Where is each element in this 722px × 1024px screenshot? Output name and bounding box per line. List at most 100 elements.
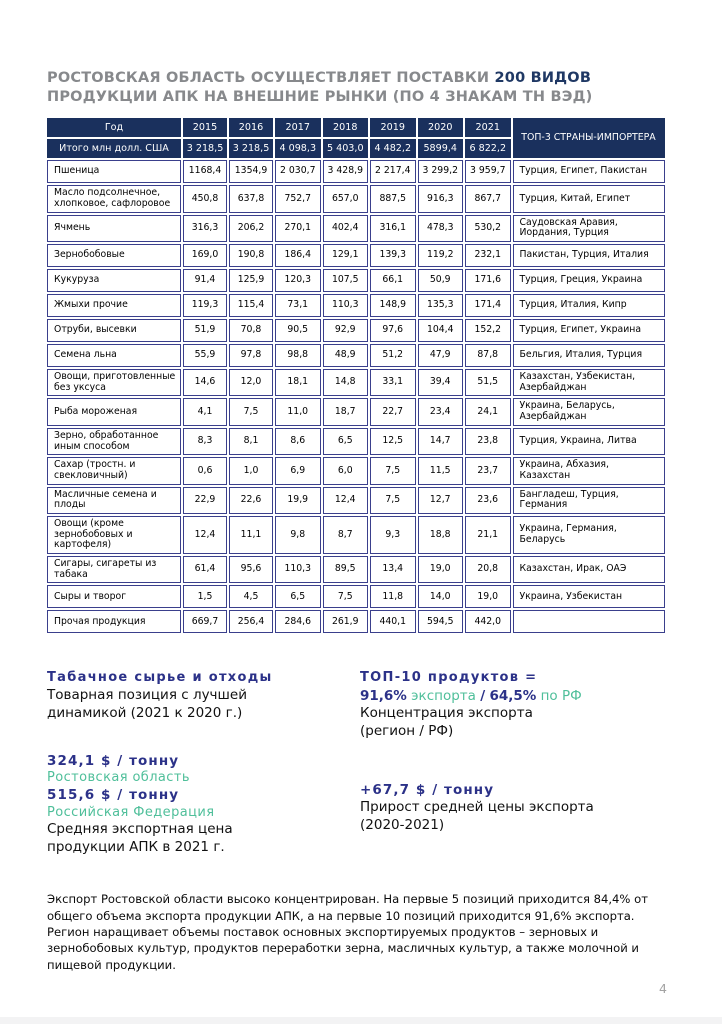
value-cell: 22,7	[370, 398, 416, 426]
value-cell: 1354,9	[229, 160, 273, 184]
value-cell: 66,1	[370, 269, 416, 293]
value-cell: 89,5	[322, 556, 368, 584]
value-cell: 8,3	[183, 427, 227, 456]
stats-column-left: Табачное сырье и отходы Товарная позиция…	[47, 669, 360, 857]
table-header-row-years: Год 2015 2016 2017 2018 2019 2020 2021 Т…	[47, 118, 665, 159]
year-cell: 2019	[370, 118, 416, 138]
total-cell: 3 218,5	[229, 139, 273, 159]
total-cell: 5899,4	[417, 139, 463, 159]
value-cell: 21,1	[465, 515, 511, 554]
value-cell: 97,8	[229, 344, 273, 368]
value-cell: 110,3	[322, 294, 368, 318]
product-name-cell: Масличные семена и плоды	[47, 486, 181, 514]
value-cell: 152,2	[465, 319, 511, 343]
value-cell: 8,7	[322, 515, 368, 554]
value-cell: 90,5	[275, 319, 321, 343]
value-cell: 3 959,7	[465, 160, 511, 184]
tobacco-stat-body: Товарная позиция с лучшей динамикой (202…	[47, 686, 247, 721]
year-cell: 2017	[275, 118, 321, 138]
value-cell: 139,3	[370, 244, 416, 268]
topten-caption: Концентрация экспорта (регион / РФ)	[360, 705, 533, 739]
value-cell: 11,5	[417, 457, 463, 485]
product-name-cell: Ячмень	[47, 214, 181, 243]
page-title-gray-part: РОСТОВСКАЯ ОБЛАСТЬ ОСУЩЕСТВЛЯЕТ ПОСТАВКИ	[47, 70, 495, 86]
table-row: Сигары, сигареты из табака 61,4 95,6 110,3 8…	[47, 556, 665, 584]
value-cell: 6,5	[275, 585, 321, 609]
year-cell: 2021	[465, 118, 511, 138]
value-cell: 135,3	[417, 294, 463, 318]
value-cell: 22,6	[229, 486, 273, 514]
value-cell: 33,1	[370, 369, 416, 397]
product-name-cell: Сыры и творог	[47, 585, 181, 609]
value-cell: 19,0	[417, 556, 463, 584]
product-name-cell: Отруби, высевки	[47, 319, 181, 343]
value-cell: 13,4	[370, 556, 416, 584]
topten-stat-line: 91,6% экспорта / 64,5% по РФ	[360, 687, 677, 705]
value-cell: 2 217,4	[370, 160, 416, 184]
tobacco-stat-head: Табачное сырье и отходы	[47, 670, 273, 686]
value-cell: 7,5	[229, 398, 273, 426]
value-cell: 23,4	[417, 398, 463, 426]
value-cell: 14,8	[322, 369, 368, 397]
value-cell: 18,7	[322, 398, 368, 426]
table-row: Зерно, обработанное иным способом 8,3 8,1 8…	[47, 427, 665, 456]
value-cell: 104,4	[417, 319, 463, 343]
value-cell: 11,0	[275, 398, 321, 426]
table-row: Масличные семена и плоды 22,9 22,6 19,9 12,4…	[47, 486, 665, 514]
value-cell: 190,8	[229, 244, 273, 268]
product-name-cell: Сигары, сигареты из табака	[47, 556, 181, 584]
value-cell: 6,0	[322, 457, 368, 485]
price-rf-label: Российская Федерация	[47, 804, 215, 820]
value-cell: 107,5	[322, 269, 368, 293]
value-cell: 0,6	[183, 457, 227, 485]
year-cell: 2018	[322, 118, 368, 138]
page-title-accent: 200 ВИДОВ	[494, 70, 592, 86]
total-cell: 5 403,0	[322, 139, 368, 159]
table-row: Сыры и творог 1,5 4,5 6,5 7,5 11,8 14,0 19,0 Укр…	[47, 585, 665, 609]
value-cell: 169,0	[183, 244, 227, 268]
year-cell: 2016	[229, 118, 273, 138]
table-header: Год 2015 2016 2017 2018 2019 2020 2021 Т…	[47, 118, 665, 159]
year-label-cell: Год	[47, 118, 181, 138]
value-cell: 530,2	[465, 214, 511, 243]
value-cell: 4,1	[183, 398, 227, 426]
value-cell: 232,1	[465, 244, 511, 268]
value-cell: 256,4	[229, 610, 273, 634]
value-cell: 7,5	[322, 585, 368, 609]
value-cell: 316,3	[183, 214, 227, 243]
value-cell: 284,6	[275, 610, 321, 634]
value-cell: 55,9	[183, 344, 227, 368]
value-cell: 9,3	[370, 515, 416, 554]
product-name-cell: Кукуруза	[47, 269, 181, 293]
table-row: Ячмень 316,3 206,2 270,1 402,4 316,1 478,3 530,…	[47, 214, 665, 243]
topten-pct-region: 91,6%	[360, 687, 407, 704]
table-row: Овощи, приготовленные без уксуса 14,6 12,0…	[47, 369, 665, 397]
product-name-cell: Жмыхи прочие	[47, 294, 181, 318]
value-cell: 95,6	[229, 556, 273, 584]
value-cell: 119,2	[417, 244, 463, 268]
table-body: Пшеница 1168,4 1354,9 2 030,7 3 428,9 2 217,4…	[47, 160, 665, 634]
value-cell: 73,1	[275, 294, 321, 318]
value-cell: 3 428,9	[322, 160, 368, 184]
value-cell: 61,4	[183, 556, 227, 584]
value-cell: 867,7	[465, 185, 511, 213]
top3-countries-cell: Турция, Египет, Украина	[512, 319, 665, 343]
value-cell: 637,8	[229, 185, 273, 213]
value-cell: 51,9	[183, 319, 227, 343]
value-cell: 6,5	[322, 427, 368, 456]
value-cell: 14,7	[417, 427, 463, 456]
top3-countries-cell: Украина, Узбекистан	[512, 585, 665, 609]
price-caption: Средняя экспортная цена продукции АПК в …	[47, 821, 233, 856]
total-cell: 4 098,3	[275, 139, 321, 159]
top3-countries-cell: Украина, Беларусь, Азербайджан	[512, 398, 665, 426]
value-cell: 206,2	[229, 214, 273, 243]
value-cell: 6,9	[275, 457, 321, 485]
value-cell: 87,8	[465, 344, 511, 368]
value-cell: 14,6	[183, 369, 227, 397]
value-cell: 8,6	[275, 427, 321, 456]
top3-countries-cell: Турция, Египет, Пакистан	[512, 160, 665, 184]
top3-countries-cell: Казахстан, Узбекистан, Азербайджан	[512, 369, 665, 397]
price-rf-value: 515,6 $ / тонну	[47, 786, 180, 803]
value-cell: 440,1	[370, 610, 416, 634]
top3-countries-cell: Турция, Италия, Кипр	[512, 294, 665, 318]
